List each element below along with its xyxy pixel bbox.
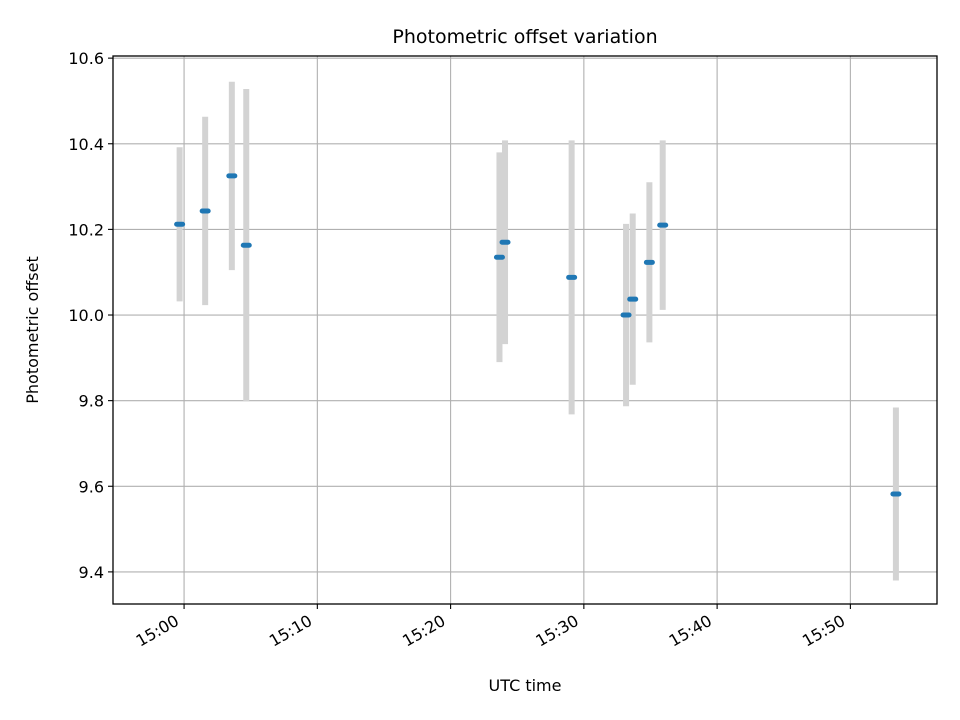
x-axis-label: UTC time [489,676,562,695]
y-tick-label: 9.4 [79,563,104,582]
y-tick-label: 10.6 [68,49,104,68]
y-tick-label: 10.2 [68,220,104,239]
y-axis-label: Photometric offset [23,256,42,404]
y-tick-label: 9.6 [79,477,104,496]
plot-frame [112,55,938,605]
y-tick-label: 10.4 [68,135,104,154]
grid [113,56,937,604]
y-tick-label: 10.0 [68,306,104,325]
chart-title: Photometric offset variation [392,26,657,48]
y-tick-label: 9.8 [79,392,104,411]
data-points [174,173,902,497]
